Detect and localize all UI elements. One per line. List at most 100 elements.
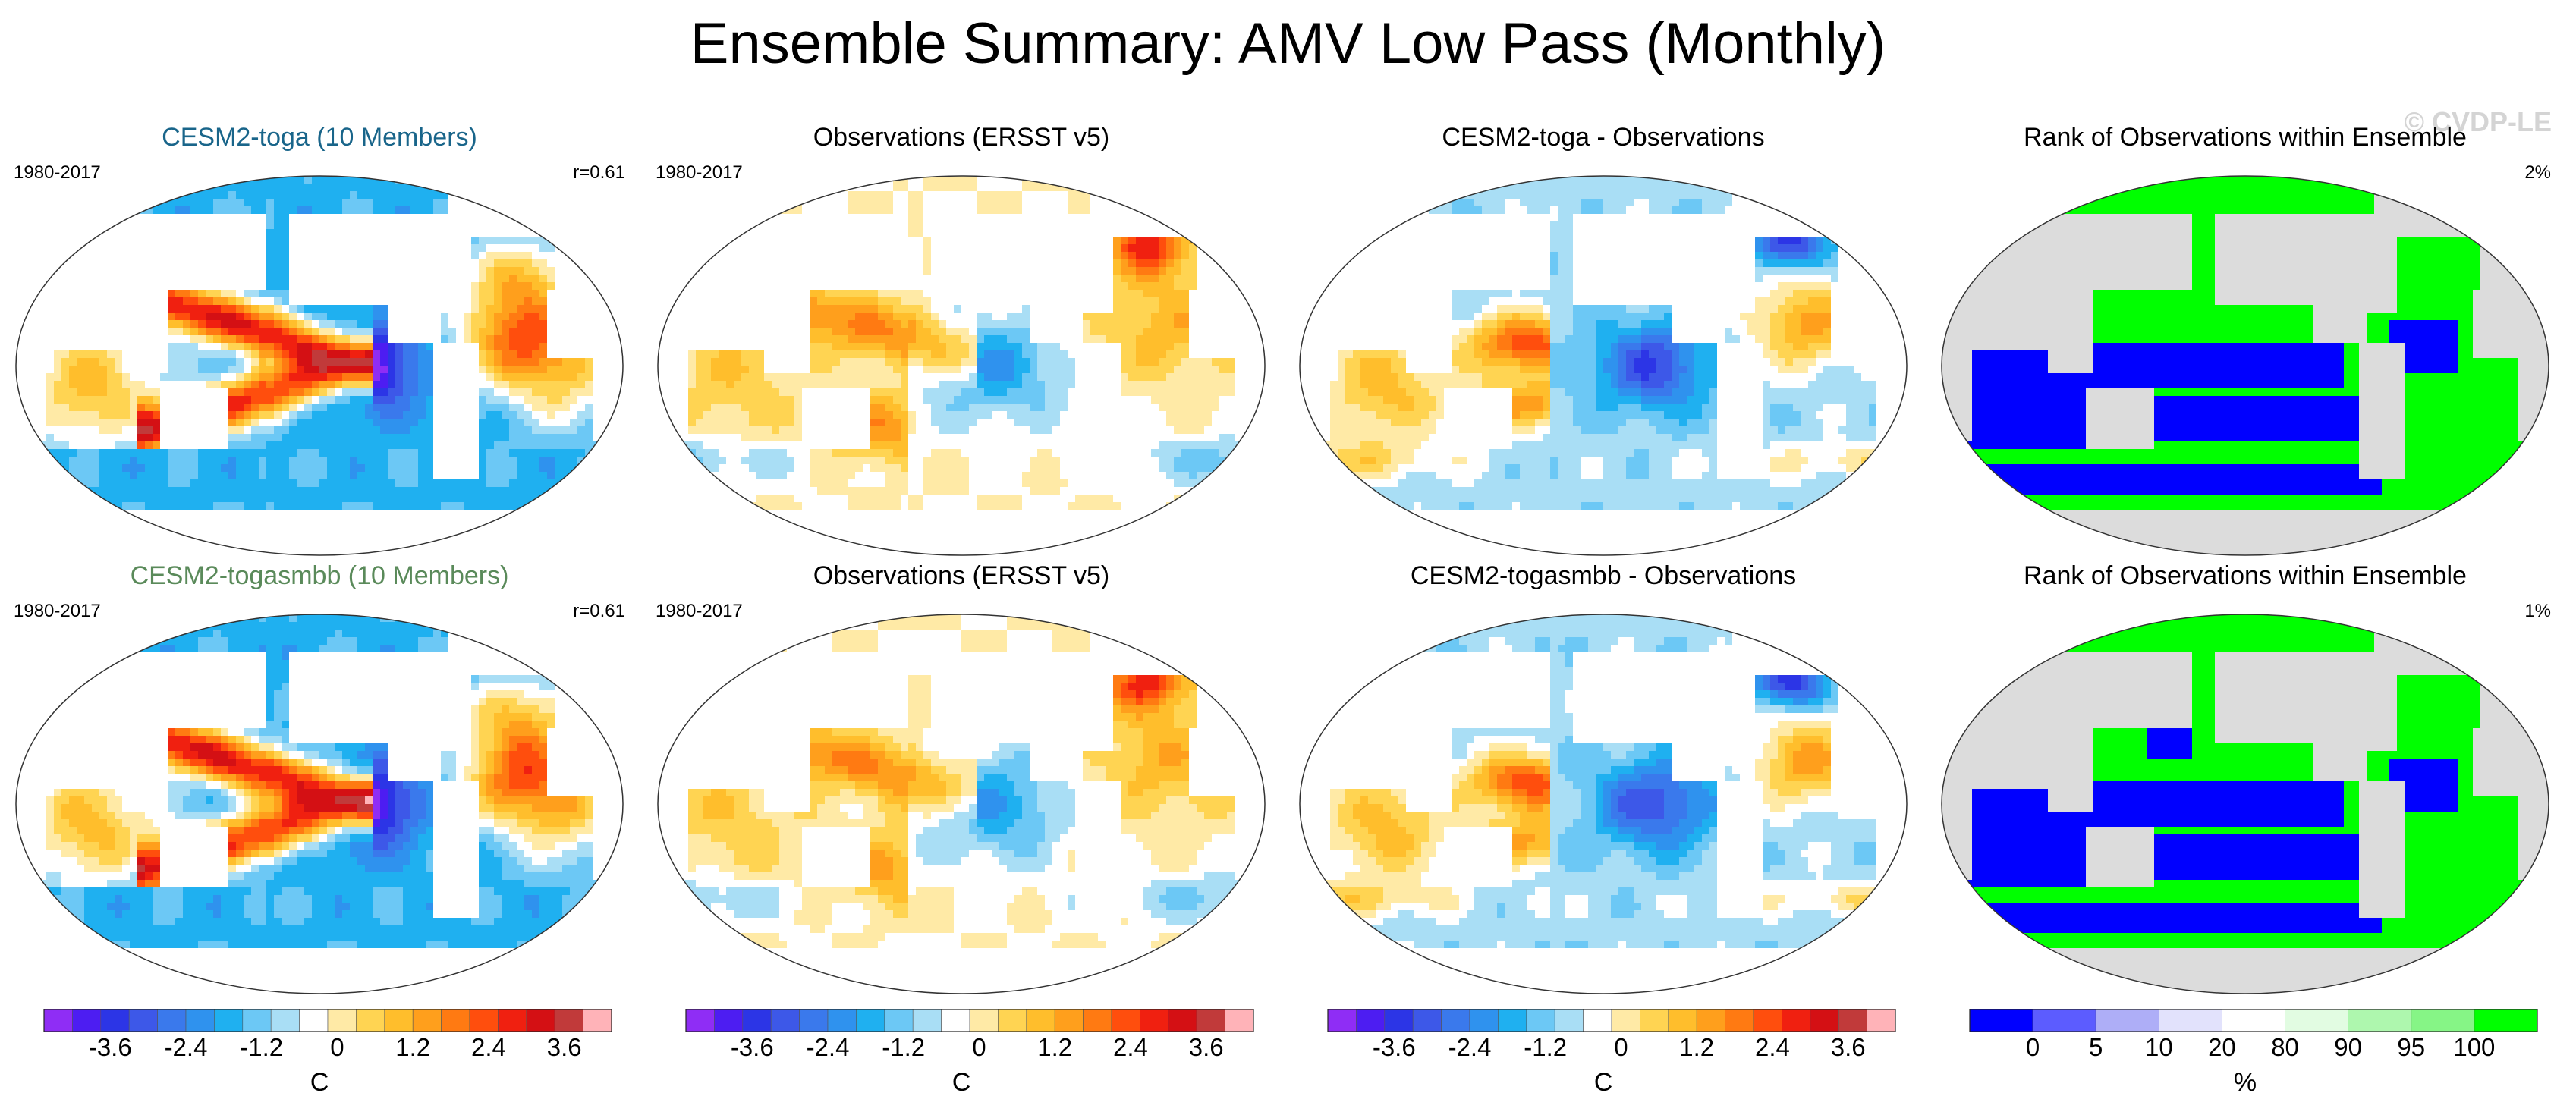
- colorbar-swatch: [1584, 1009, 1612, 1032]
- stat-label: r=0.61: [573, 601, 625, 622]
- colorbar-swatch: [186, 1009, 214, 1032]
- colorbar-tick-label: -1.2: [882, 1033, 925, 1061]
- colorbar-swatch: [356, 1009, 384, 1032]
- period-label: 1980-2017: [656, 601, 743, 622]
- colorbar-swatch: [1112, 1009, 1140, 1032]
- panel-rank: Rank of Observations within Ensemble 1%: [1926, 561, 2565, 1016]
- colorbar-swatch: [44, 1009, 72, 1032]
- colorbar-tick-label: -2.4: [165, 1033, 208, 1061]
- colorbar-swatch: [1669, 1009, 1697, 1032]
- colorbar-swatch: [1356, 1009, 1384, 1032]
- colorbar-tick-label: 3.6: [547, 1033, 582, 1061]
- stat-label: 1%: [2524, 601, 2551, 622]
- colorbar-swatch: [1527, 1009, 1555, 1032]
- colorbar-swatch: [1328, 1009, 1356, 1032]
- panel-title: Rank of Observations within Ensemble: [1926, 123, 2565, 152]
- panel-obs: Observations (ERSST v5)1980-2017: [642, 123, 1281, 578]
- colorbar-swatch: [2474, 1009, 2537, 1032]
- colorbar-swatch: [1754, 1009, 1782, 1032]
- colorbar-tick-label: 80: [2271, 1033, 2299, 1061]
- panel-obs: Observations (ERSST v5) 1980-2017: [642, 561, 1281, 1016]
- colorbar-swatch: [1725, 1009, 1754, 1032]
- colorbar-swatch: [1810, 1009, 1838, 1032]
- panel-diff: CESM2-togasmbb - Observations: [1284, 561, 1923, 1016]
- colorbar-swatch: [800, 1009, 828, 1032]
- colorbar-tick-label: -1.2: [1524, 1033, 1567, 1061]
- period-label: 1980-2017: [14, 162, 101, 184]
- colorbar-swatch: [1838, 1009, 1867, 1032]
- colorbar-swatch: [2159, 1009, 2222, 1032]
- colorbar-tick-label: -1.2: [240, 1033, 283, 1061]
- colorbar-swatch: [1555, 1009, 1583, 1032]
- colorbar-tick-label: 90: [2334, 1033, 2362, 1061]
- colorbar-swatch: [686, 1009, 714, 1032]
- colorbar-swatch: [158, 1009, 186, 1032]
- colorbar-tick-label: 20: [2208, 1033, 2236, 1061]
- colorbar-swatch: [828, 1009, 856, 1032]
- colorbar-swatch: [498, 1009, 526, 1032]
- colorbar-swatch: [2222, 1009, 2285, 1032]
- colorbar-swatch: [856, 1009, 884, 1032]
- colorbar-swatch: [300, 1009, 328, 1032]
- colorbar-swatch: [1498, 1009, 1526, 1032]
- colorbar-tick-label: 10: [2145, 1033, 2173, 1061]
- colorbar-swatch: [442, 1009, 470, 1032]
- colorbar-swatch: [913, 1009, 941, 1032]
- colorbar-swatch: [2096, 1009, 2159, 1032]
- colorbar-swatch: [243, 1009, 271, 1032]
- colorbar-tick-label: -2.4: [807, 1033, 850, 1061]
- colorbar-swatch: [1084, 1009, 1112, 1032]
- colorbar-swatch: [1697, 1009, 1725, 1032]
- colorbar-swatch: [1197, 1009, 1225, 1032]
- colorbar-swatch: [1867, 1009, 1895, 1032]
- colorbar-tick-label: -3.6: [731, 1033, 774, 1061]
- colorbar-tick-label: 2.4: [1755, 1033, 1790, 1061]
- colorbar-tick-label: 3.6: [1831, 1033, 1866, 1061]
- colorbar-swatch: [101, 1009, 129, 1032]
- colorbar-swatch: [271, 1009, 299, 1032]
- colorbar-swatch: [470, 1009, 498, 1032]
- colorbar-swatch: [942, 1009, 970, 1032]
- colorbar-tick-label: -3.6: [89, 1033, 132, 1061]
- colorbar-tick-label: 5: [2089, 1033, 2103, 1061]
- colorbar-swatch: [527, 1009, 555, 1032]
- panel-title: CESM2-togasmbb (10 Members): [0, 561, 639, 591]
- colorbar-unit: %: [1926, 1068, 2565, 1098]
- colorbar-tick-label: 3.6: [1189, 1033, 1224, 1061]
- colorbar-tick-label: 2.4: [471, 1033, 506, 1061]
- colorbar-swatch: [771, 1009, 799, 1032]
- colorbar-tick-label: 0: [2026, 1033, 2040, 1061]
- colorbar-swatch: [2033, 1009, 2096, 1032]
- colorbar-tick-label: -3.6: [1373, 1033, 1416, 1061]
- colorbar-swatch: [2285, 1009, 2348, 1032]
- colorbar-rank: 0 5 10 20 80 90 95 100%: [1926, 1009, 2565, 1100]
- colorbar-tick-label: 100: [2453, 1033, 2495, 1061]
- colorbar-swatch: [1470, 1009, 1498, 1032]
- colorbar-swatch: [129, 1009, 157, 1032]
- colorbar-swatch: [1782, 1009, 1810, 1032]
- colorbar-tick-label: 0: [330, 1033, 344, 1061]
- colorbar-tick-label: 95: [2397, 1033, 2425, 1061]
- colorbar-swatch: [1027, 1009, 1055, 1032]
- stat-label: r=0.61: [573, 162, 625, 184]
- colorbar-swatch: [1640, 1009, 1668, 1032]
- colorbar-tick-label: 0: [972, 1033, 986, 1061]
- colorbar-swatch: [1225, 1009, 1253, 1032]
- colorbar-tick-label: 2.4: [1113, 1033, 1148, 1061]
- colorbar-swatch: [1442, 1009, 1470, 1032]
- colorbar-swatch: [714, 1009, 742, 1032]
- colorbar-tick-label: 1.2: [1037, 1033, 1072, 1061]
- colorbar-swatch: [1612, 1009, 1640, 1032]
- colorbar-swatch: [2411, 1009, 2474, 1032]
- colorbar-swatch: [1055, 1009, 1083, 1032]
- colorbar-swatch: [413, 1009, 441, 1032]
- colorbar-tick-label: -2.4: [1448, 1033, 1492, 1061]
- panel-title: Observations (ERSST v5): [642, 561, 1281, 591]
- colorbar-tick-label: 0: [1614, 1033, 1628, 1061]
- colorbar-swatch: [385, 1009, 413, 1032]
- colorbar-swatch: [1168, 1009, 1197, 1032]
- panel-title: Rank of Observations within Ensemble: [1926, 561, 2565, 591]
- colorbar-swatch: [2348, 1009, 2411, 1032]
